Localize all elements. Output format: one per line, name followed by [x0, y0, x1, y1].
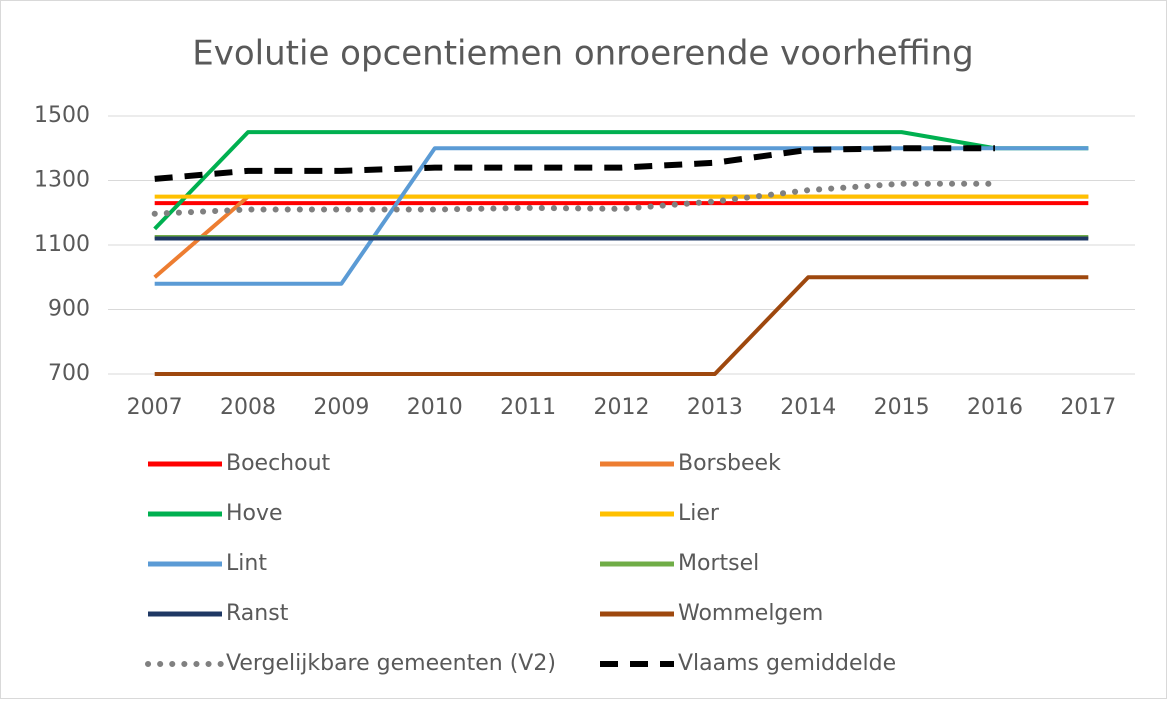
legend-label: Lint — [226, 551, 267, 576]
x-tick-label: 2007 — [127, 395, 183, 420]
y-tick-label: 1300 — [34, 168, 90, 193]
x-tick-label: 2011 — [500, 395, 556, 420]
y-tick-label: 700 — [48, 361, 90, 386]
x-tick-label: 2016 — [967, 395, 1023, 420]
x-tick-label: 2015 — [874, 395, 930, 420]
legend-label: Lier — [678, 501, 720, 526]
legend-label: Hove — [226, 501, 283, 526]
x-tick-label: 2014 — [780, 395, 836, 420]
series-line — [154, 275, 1089, 376]
legend-label: Borsbeek — [678, 451, 781, 476]
legend-label: Boechout — [226, 451, 331, 476]
legend-label: Mortsel — [678, 551, 759, 576]
legend-label: Vlaams gemiddelde — [678, 651, 896, 676]
series-line — [153, 130, 1089, 231]
legend-label: Ranst — [226, 601, 289, 626]
x-tick-label: 2008 — [220, 395, 276, 420]
series-line — [151, 180, 998, 217]
series-line — [154, 146, 1089, 286]
y-tick-label: 900 — [48, 297, 90, 322]
x-tick-label: 2012 — [594, 395, 650, 420]
x-tick-label: 2009 — [313, 395, 369, 420]
chart-title: Evolutie opcentiemen onroerende voorheff… — [192, 34, 973, 74]
legend-label: Vergelijkbare gemeenten (V2) — [226, 651, 556, 676]
x-tick-label: 2010 — [407, 395, 463, 420]
y-tick-label: 1500 — [34, 103, 90, 128]
y-tick-label: 1100 — [34, 232, 90, 257]
x-tick-label: 2013 — [687, 395, 743, 420]
series-line — [154, 145, 995, 182]
x-tick-label: 2017 — [1060, 395, 1116, 420]
legend-label: Wommelgem — [678, 601, 823, 626]
